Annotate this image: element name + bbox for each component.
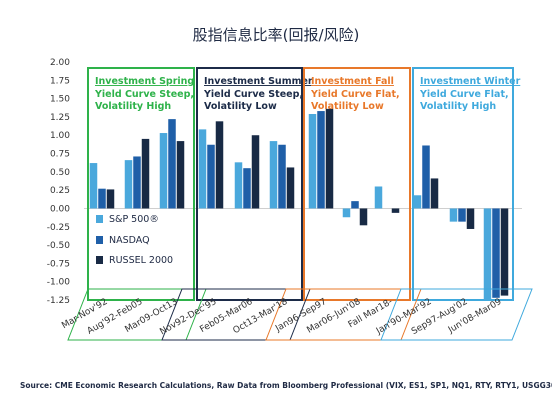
phase-box	[196, 67, 303, 301]
legend-label: RUSSEL 2000	[109, 255, 173, 266]
bar	[492, 208, 500, 298]
source-note: Source: CME Economic Research Calculatio…	[20, 381, 552, 390]
bar	[422, 145, 430, 209]
bar	[251, 135, 260, 209]
bar	[359, 208, 368, 226]
legend-swatch	[96, 215, 103, 223]
y-tick-label: 2.00	[50, 58, 70, 68]
y-tick-label: -0.50	[47, 241, 71, 251]
bar	[351, 201, 359, 209]
bars	[89, 108, 509, 300]
bar	[207, 144, 215, 209]
y-tick-label: 1.25	[50, 113, 70, 123]
phase-subtitle-line1: Yield Curve Steep,	[203, 89, 303, 100]
y-tick-label: 1.50	[50, 95, 70, 105]
phase-subtitle-line1: Yield Curve Steep,	[94, 89, 194, 100]
bar	[198, 129, 207, 209]
phase-subtitle-line2: Volatility High	[95, 101, 171, 112]
bar	[176, 141, 185, 209]
bar	[342, 208, 351, 218]
phase-box	[303, 67, 411, 301]
bar	[278, 144, 286, 209]
phase-subtitle-line1: Yield Curve Flat,	[310, 89, 400, 100]
y-tick-label: -0.25	[47, 223, 70, 233]
phase-subtitle-line2: Volatility High	[420, 101, 496, 112]
y-tick-label: 0.75	[50, 150, 70, 160]
y-tick-label: -0.75	[47, 259, 70, 269]
bar	[466, 208, 475, 229]
bar	[430, 178, 439, 209]
bar	[308, 113, 317, 209]
phase-title: Investment Spring	[95, 76, 194, 87]
bar	[500, 208, 509, 296]
bar	[106, 189, 115, 209]
bar	[89, 163, 98, 209]
legend-label: NASDAQ	[109, 235, 150, 246]
phase-title: Investment Winter	[420, 76, 521, 87]
bar	[325, 108, 334, 209]
phase-subtitle-line2: Volatility Low	[204, 101, 277, 112]
bar	[141, 138, 150, 209]
bar	[458, 208, 466, 222]
phase-title: Investment Summer	[204, 76, 313, 87]
bar	[483, 208, 492, 300]
bar	[124, 160, 133, 209]
bar	[374, 186, 383, 209]
phase-box	[87, 67, 195, 301]
legend-swatch	[96, 256, 103, 264]
x-group-box	[380, 288, 533, 341]
bar	[168, 119, 176, 209]
y-tick-label: 0.25	[50, 186, 70, 196]
y-tick-label: 1.00	[50, 131, 70, 141]
y-tick-label: 1.75	[50, 76, 70, 86]
y-tick-label: -1.00	[47, 278, 71, 288]
bar	[133, 156, 141, 209]
y-axis: 2.00 1.75 1.50 1.25 1.00 0.75 0.50 0.25 0.00 -0.2…	[47, 58, 71, 306]
bar	[159, 133, 168, 209]
bar	[269, 141, 278, 209]
phase-subtitle-line2: Volatility Low	[311, 101, 384, 112]
phase-box	[412, 67, 514, 301]
bar	[234, 162, 243, 209]
y-tick-label: 0.50	[50, 168, 70, 178]
x-axis: Mar-Nov'92Aug'92-Feb05Mar09-Oct13Nov92-D…	[60, 288, 533, 341]
legend-swatch	[96, 236, 103, 244]
legend-label: S&P 500®	[109, 214, 159, 225]
bar	[286, 167, 295, 209]
y-tick-label: -1.25	[47, 296, 70, 306]
bar	[413, 195, 422, 209]
phase-title: Investment Fall	[311, 76, 394, 87]
bar	[449, 208, 458, 222]
chart-title: 股指信息比率(回报/风险)	[193, 26, 360, 44]
legend: S&P 500® NASDAQ RUSSEL 2000	[96, 214, 173, 266]
y-tick-label: 0.00	[50, 204, 70, 214]
bar	[215, 121, 224, 209]
bar	[243, 168, 251, 209]
bar	[317, 111, 325, 209]
phase-subtitle-line1: Yield Curve Flat,	[419, 89, 509, 100]
bar	[98, 188, 106, 209]
bar	[391, 208, 400, 213]
